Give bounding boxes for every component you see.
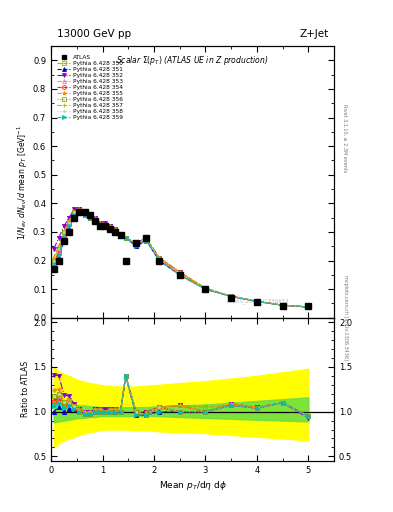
Text: Rivet 3.1.10, ≥ 2.3M events: Rivet 3.1.10, ≥ 2.3M events — [343, 104, 348, 173]
X-axis label: Mean $p_T$/d$\eta$ d$\phi$: Mean $p_T$/d$\eta$ d$\phi$ — [159, 479, 226, 492]
Text: ATLAS_2019_I1736653: ATLAS_2019_I1736653 — [226, 298, 289, 304]
Y-axis label: Ratio to ATLAS: Ratio to ATLAS — [21, 361, 30, 417]
Text: Scalar $\Sigma(p_T)$ (ATLAS UE in Z production): Scalar $\Sigma(p_T)$ (ATLAS UE in Z prod… — [116, 54, 269, 67]
Legend: ATLAS, Pythia 6.428 350, Pythia 6.428 351, Pythia 6.428 352, Pythia 6.428 353, P: ATLAS, Pythia 6.428 350, Pythia 6.428 35… — [57, 54, 123, 120]
Text: Z+Jet: Z+Jet — [299, 29, 329, 39]
Text: mcplots.cern.ch [arXiv:1306.3436]: mcplots.cern.ch [arXiv:1306.3436] — [343, 275, 348, 360]
Y-axis label: $1/N_{ev}$ $dN_{ev}/d$ mean $p_T$ [GeV]$^{-1}$: $1/N_{ev}$ $dN_{ev}/d$ mean $p_T$ [GeV]$… — [16, 124, 30, 240]
Text: 13000 GeV pp: 13000 GeV pp — [57, 29, 131, 39]
